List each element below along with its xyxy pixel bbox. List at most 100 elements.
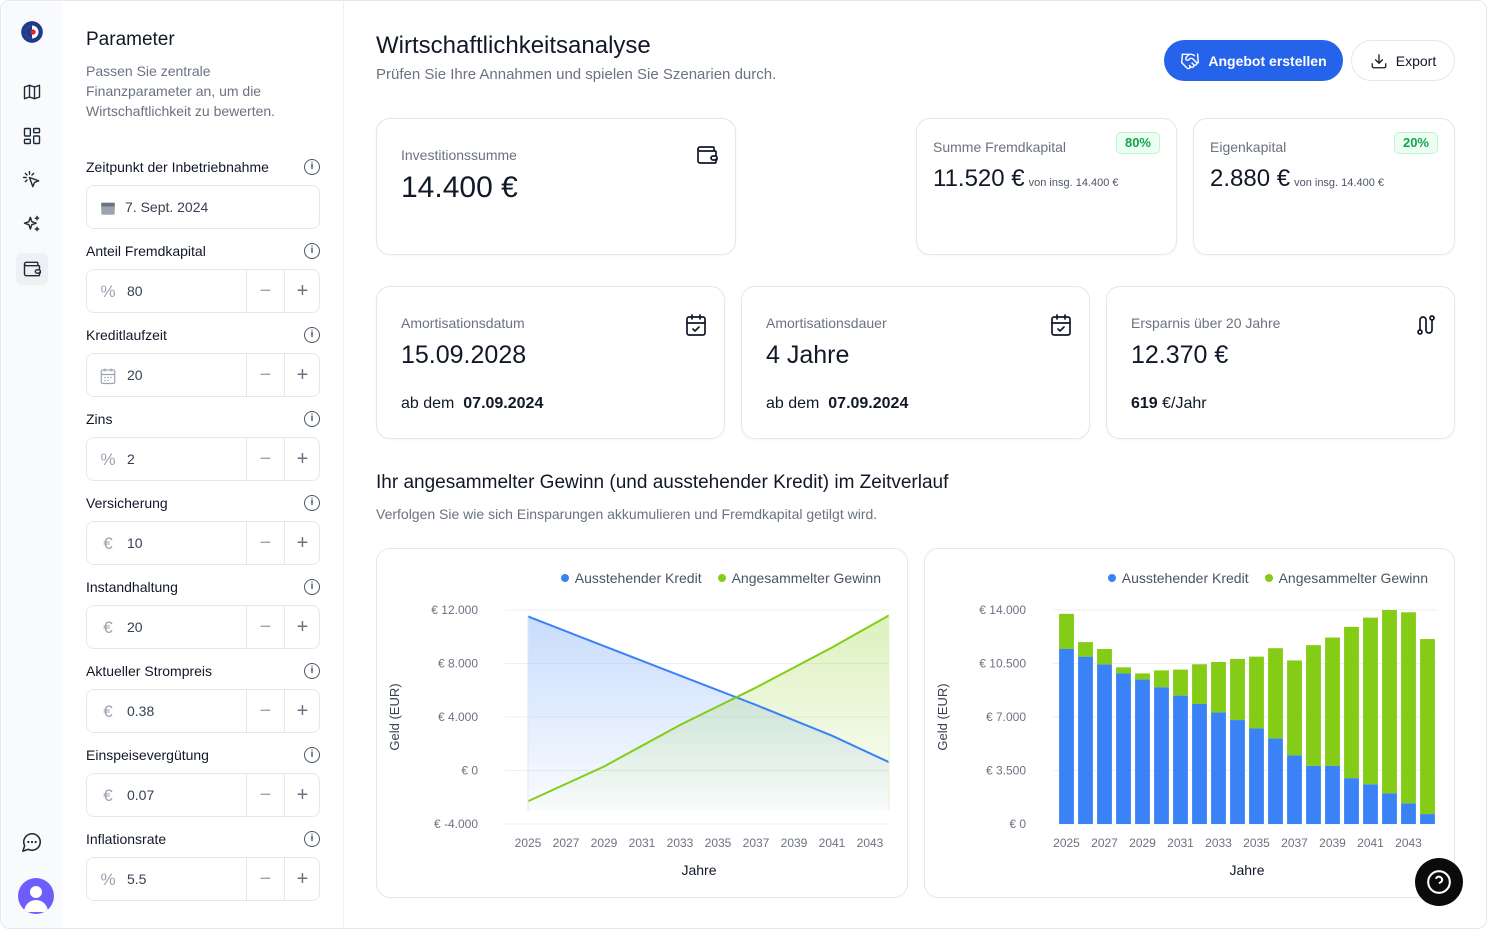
bar-credit[interactable] bbox=[1230, 720, 1245, 824]
help-button[interactable] bbox=[1415, 858, 1463, 906]
info-icon[interactable]: i bbox=[304, 327, 320, 343]
bar-credit[interactable] bbox=[1306, 765, 1321, 824]
bar-credit[interactable] bbox=[1249, 728, 1264, 824]
decrement-button[interactable]: − bbox=[246, 858, 284, 900]
param-value[interactable]: 80 bbox=[127, 283, 143, 299]
decrement-button[interactable]: − bbox=[246, 270, 284, 312]
increment-button[interactable]: + bbox=[284, 690, 320, 732]
bar-profit[interactable] bbox=[1287, 660, 1302, 756]
bar-profit[interactable] bbox=[1268, 648, 1283, 739]
param-value[interactable]: 5.5 bbox=[127, 871, 147, 887]
increment-button[interactable]: + bbox=[284, 858, 320, 900]
number-stepper[interactable]: €20 − + bbox=[86, 605, 320, 649]
bar-profit[interactable] bbox=[1211, 661, 1226, 713]
calendar-icon bbox=[99, 367, 117, 385]
bar-profit[interactable] bbox=[1154, 670, 1169, 688]
bar-credit[interactable] bbox=[1344, 778, 1359, 824]
info-icon[interactable]: i bbox=[304, 243, 320, 259]
increment-button[interactable]: + bbox=[284, 606, 320, 648]
bar-profit[interactable] bbox=[1173, 669, 1188, 696]
number-stepper[interactable]: 20 − + bbox=[86, 353, 320, 397]
bar-profit[interactable] bbox=[1135, 673, 1150, 680]
bar-credit[interactable] bbox=[1078, 656, 1093, 824]
info-icon[interactable]: i bbox=[304, 831, 320, 847]
number-stepper[interactable]: €10 − + bbox=[86, 521, 320, 565]
pointer-click-icon[interactable] bbox=[17, 165, 47, 195]
date-input[interactable]: 7. Sept. 2024 bbox=[86, 185, 320, 229]
number-stepper[interactable]: €0.38 − + bbox=[86, 689, 320, 733]
bar-profit[interactable] bbox=[1382, 610, 1397, 794]
percent-badge: 20% bbox=[1393, 132, 1438, 154]
bar-profit[interactable] bbox=[1363, 617, 1378, 785]
bar-profit[interactable] bbox=[1344, 626, 1359, 779]
bar-credit[interactable] bbox=[1059, 648, 1074, 824]
legend-item-profit[interactable]: Angesammelter Gewinn bbox=[717, 570, 881, 586]
param-value[interactable]: 20 bbox=[127, 367, 143, 383]
bar-credit[interactable] bbox=[1287, 755, 1302, 824]
bar-profit[interactable] bbox=[1230, 658, 1245, 721]
bar-credit[interactable] bbox=[1135, 679, 1150, 824]
legend-item-credit[interactable]: Ausstehender Kredit bbox=[1107, 570, 1249, 586]
bar-credit[interactable] bbox=[1173, 695, 1188, 824]
bar-profit[interactable] bbox=[1097, 648, 1112, 665]
number-stepper[interactable]: % 2 − + bbox=[86, 437, 320, 481]
bar-credit[interactable] bbox=[1420, 814, 1435, 824]
increment-button[interactable]: + bbox=[284, 354, 320, 396]
increment-button[interactable]: + bbox=[284, 522, 320, 564]
chat-icon[interactable] bbox=[17, 827, 47, 857]
info-icon[interactable]: i bbox=[304, 495, 320, 511]
param-value[interactable]: 10 bbox=[127, 535, 143, 551]
bar-credit[interactable] bbox=[1382, 793, 1397, 824]
legend-item-credit[interactable]: Ausstehender Kredit bbox=[560, 570, 702, 586]
number-stepper[interactable]: €0.07 − + bbox=[86, 773, 320, 817]
decrement-button[interactable]: − bbox=[246, 354, 284, 396]
bar-profit[interactable] bbox=[1401, 612, 1416, 804]
bar-profit[interactable] bbox=[1325, 637, 1340, 766]
increment-button[interactable]: + bbox=[284, 270, 320, 312]
info-icon[interactable]: i bbox=[304, 159, 320, 175]
param-value[interactable]: 7. Sept. 2024 bbox=[125, 199, 209, 215]
info-icon[interactable]: i bbox=[304, 747, 320, 763]
logo-icon[interactable] bbox=[17, 17, 47, 47]
increment-button[interactable]: + bbox=[284, 438, 320, 480]
bar-profit[interactable] bbox=[1420, 639, 1435, 815]
info-icon[interactable]: i bbox=[304, 411, 320, 427]
map-icon[interactable] bbox=[17, 77, 47, 107]
bar-profit[interactable] bbox=[1306, 645, 1321, 766]
bar-credit[interactable] bbox=[1154, 687, 1169, 824]
decrement-button[interactable]: − bbox=[246, 522, 284, 564]
bar-credit[interactable] bbox=[1097, 664, 1112, 824]
param-value[interactable]: 0.07 bbox=[127, 787, 155, 803]
bar-profit[interactable] bbox=[1192, 664, 1207, 705]
decrement-button[interactable]: − bbox=[246, 690, 284, 732]
info-icon[interactable]: i bbox=[304, 663, 320, 679]
bar-credit[interactable] bbox=[1116, 673, 1131, 824]
bar-profit[interactable] bbox=[1249, 656, 1264, 729]
info-icon[interactable]: i bbox=[304, 579, 320, 595]
bar-credit[interactable] bbox=[1192, 704, 1207, 824]
decrement-button[interactable]: − bbox=[246, 606, 284, 648]
wallet-icon[interactable] bbox=[16, 253, 48, 285]
param-value[interactable]: 2 bbox=[127, 451, 135, 467]
param-value[interactable]: 20 bbox=[127, 619, 143, 635]
bar-credit[interactable] bbox=[1325, 765, 1340, 824]
bar-profit[interactable] bbox=[1059, 613, 1074, 649]
bar-profit[interactable] bbox=[1078, 642, 1093, 657]
bar-credit[interactable] bbox=[1363, 784, 1378, 824]
bar-credit[interactable] bbox=[1401, 803, 1416, 824]
number-stepper[interactable]: % 80 − + bbox=[86, 269, 320, 313]
avatar[interactable] bbox=[18, 878, 54, 914]
create-offer-button[interactable]: Angebot erstellen bbox=[1164, 40, 1343, 81]
number-stepper[interactable]: % 5.5 − + bbox=[86, 857, 320, 901]
increment-button[interactable]: + bbox=[284, 774, 320, 816]
decrement-button[interactable]: − bbox=[246, 774, 284, 816]
sparkles-icon[interactable] bbox=[17, 209, 47, 239]
export-button[interactable]: Export bbox=[1351, 40, 1455, 81]
bar-profit[interactable] bbox=[1116, 667, 1131, 674]
param-value[interactable]: 0.38 bbox=[127, 703, 155, 719]
bar-credit[interactable] bbox=[1268, 738, 1283, 824]
legend-item-profit[interactable]: Angesammelter Gewinn bbox=[1264, 570, 1428, 586]
bar-credit[interactable] bbox=[1211, 712, 1226, 824]
dashboard-icon[interactable] bbox=[17, 121, 47, 151]
decrement-button[interactable]: − bbox=[246, 438, 284, 480]
